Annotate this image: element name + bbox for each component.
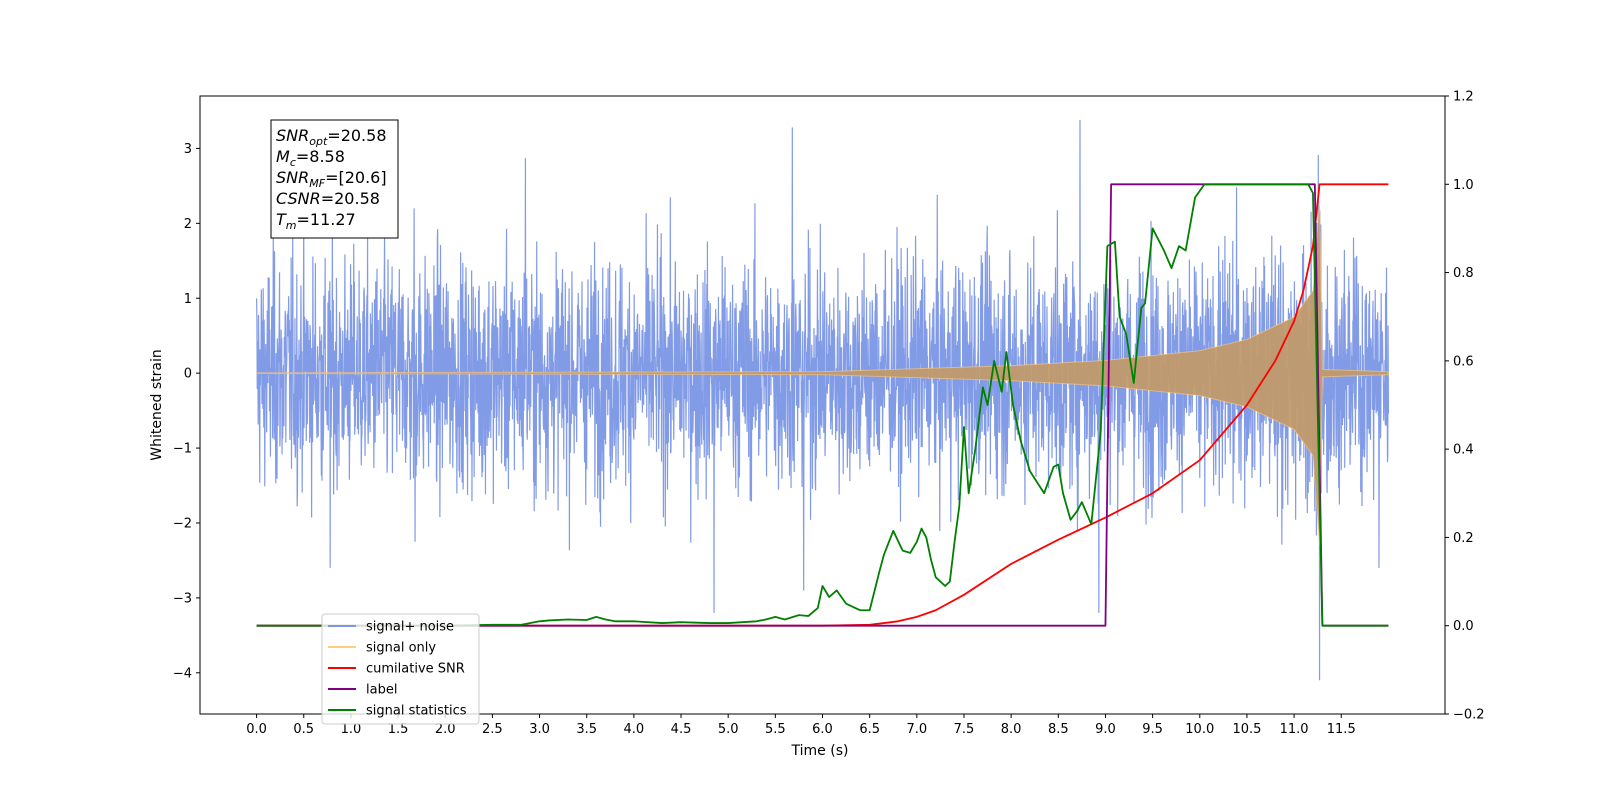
info-box-line: CSNR=20.58 (276, 189, 380, 208)
x-tick-label: 7.0 (906, 722, 927, 737)
x-tick-label: 0.5 (293, 722, 314, 737)
x-tick-label: 1.0 (341, 722, 362, 737)
x-tick-label: 0.0 (246, 722, 267, 737)
right-tick-label: 0.6 (1453, 354, 1474, 369)
x-axis: 0.0 0.5 1.0 1.5 2.0 2.5 3.0 3.5 4.0 4.5 5.0 5.5 6.0 6… (246, 714, 1356, 737)
x-tick-label: 8.5 (1048, 722, 1069, 737)
x-tick-label: 1.5 (388, 722, 409, 737)
plot-area (255, 119, 1390, 681)
legend-frame (321, 613, 480, 725)
x-tick-label: 4.5 (671, 722, 692, 737)
series-cumulative-snr-line (256, 183, 1389, 627)
info-box-line: Tm=11.27 (276, 210, 356, 232)
legend: signal+ noise signal only cumilative SNR la… (321, 613, 480, 725)
info-box: SNRopt=20.58Mc=8.58SNRMF=[20.6]CSNR=20.5… (270, 119, 399, 239)
x-tick-label: 9.5 (1142, 722, 1163, 737)
info-box-line: SNRopt=20.58 (276, 126, 387, 148)
right-tick-label: 1.2 (1453, 90, 1474, 105)
series-signal-noise-line (255, 119, 1390, 681)
left-tick-label: 0 (184, 367, 192, 382)
left-tick-label: −4 (173, 666, 192, 681)
legend-label: label (366, 683, 397, 698)
x-tick-label: 10.5 (1232, 722, 1261, 737)
x-axis-label: Time (s) (791, 743, 849, 759)
x-tick-label: 2.5 (482, 722, 503, 737)
y-axis-label: Whitened strain (149, 349, 165, 460)
left-tick-label: 1 (184, 292, 192, 307)
x-tick-label: 8.0 (1001, 722, 1022, 737)
legend-label: cumilative SNR (366, 662, 465, 677)
info-box-line: SNRMF=[20.6] (276, 168, 387, 190)
left-tick-label: −3 (173, 591, 192, 606)
right-tick-label: −0.2 (1453, 708, 1485, 723)
x-tick-label: 3.5 (576, 722, 597, 737)
left-tick-label: 3 (184, 142, 192, 157)
series-signal-statistics-line (256, 183, 1389, 627)
x-tick-label: 3.0 (529, 722, 550, 737)
right-tick-label: 0.0 (1453, 619, 1474, 634)
x-tick-label: 9.0 (1095, 722, 1116, 737)
right-tick-label: 0.4 (1453, 443, 1474, 458)
left-tick-label: −1 (173, 442, 192, 457)
x-tick-label: 4.0 (624, 722, 645, 737)
x-tick-label: 11.0 (1280, 722, 1309, 737)
x-tick-label: 7.5 (954, 722, 975, 737)
right-tick-label: 0.8 (1453, 266, 1474, 281)
left-tick-label: −2 (173, 516, 192, 531)
left-tick-label: 2 (184, 217, 192, 232)
right-tick-label: 0.2 (1453, 531, 1474, 546)
x-tick-label: 6.5 (859, 722, 880, 737)
info-box-frame (270, 119, 399, 239)
legend-label: signal statistics (366, 704, 467, 719)
series-signal-only-area (256, 200, 1389, 546)
legend-label: signal+ noise (366, 620, 454, 635)
x-tick-label: 11.5 (1327, 722, 1356, 737)
x-tick-label: 5.5 (765, 722, 786, 737)
info-box-line: Mc=8.58 (276, 147, 345, 169)
x-tick-label: 6.0 (812, 722, 833, 737)
right-tick-label: 1.0 (1453, 178, 1474, 193)
left-y-axis: −4 −3 −2 −1 0 1 2 3 (173, 142, 200, 681)
legend-label: signal only (366, 641, 436, 656)
right-y-axis: −0.2 0.0 0.2 0.4 0.6 0.8 1.0 1.2 (1445, 90, 1485, 723)
x-tick-label: 10.0 (1185, 722, 1214, 737)
x-tick-label: 5.0 (718, 722, 739, 737)
series-layer (255, 119, 1390, 681)
x-tick-label: 2.0 (435, 722, 456, 737)
